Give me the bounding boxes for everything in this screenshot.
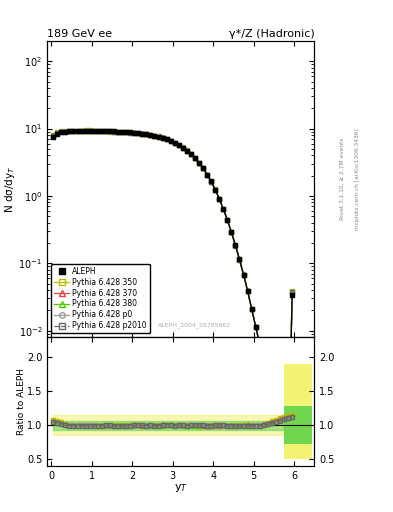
Text: Rivet 3.1.10, ≥ 2.7M events: Rivet 3.1.10, ≥ 2.7M events: [340, 138, 344, 221]
Bar: [284, 407, 312, 444]
Y-axis label: Ratio to ALEPH: Ratio to ALEPH: [17, 368, 26, 435]
Legend: ALEPH, Pythia 6.428 350, Pythia 6.428 370, Pythia 6.428 380, Pythia 6.428 p0, Py: ALEPH, Pythia 6.428 350, Pythia 6.428 37…: [51, 264, 150, 333]
Text: ALEPH_2004_S5765862: ALEPH_2004_S5765862: [158, 323, 231, 328]
Text: γ*/Z (Hadronic): γ*/Z (Hadronic): [229, 29, 314, 39]
X-axis label: y$_T$: y$_T$: [174, 482, 188, 494]
Text: 189 GeV ee: 189 GeV ee: [47, 29, 112, 39]
Text: mcplots.cern.ch [arXiv:1306.3436]: mcplots.cern.ch [arXiv:1306.3436]: [355, 129, 360, 230]
Bar: [284, 364, 312, 459]
Y-axis label: N dσ/dy$_T$: N dσ/dy$_T$: [3, 165, 17, 213]
